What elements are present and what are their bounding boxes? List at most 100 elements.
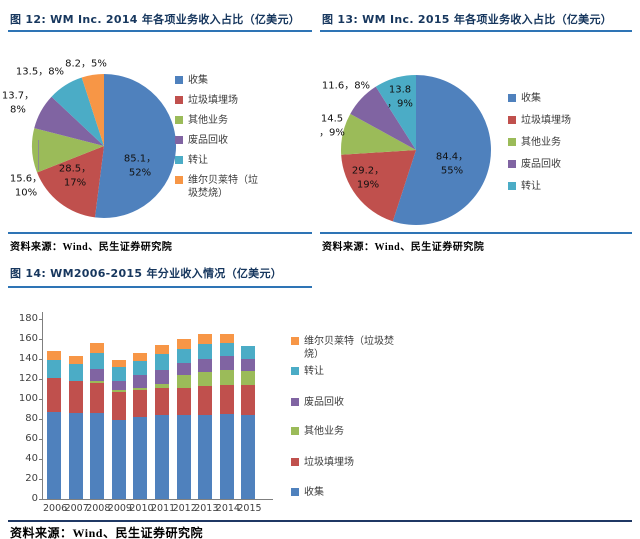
- legend-label: 转让: [304, 366, 324, 377]
- bar-segment-垃圾填埋场: [90, 383, 105, 413]
- bar-segment-转让: [68, 364, 83, 381]
- legend-item: 转让: [291, 365, 431, 378]
- y-tick-mark: [39, 499, 42, 500]
- legend-swatch: [175, 176, 183, 184]
- pie-2014-leader-line: [38, 140, 39, 170]
- pie-slice-废品回收: [34, 96, 104, 146]
- x-tick-label: 2008: [86, 503, 111, 514]
- legend-swatch: [508, 138, 516, 146]
- bar-segment-收集: [176, 415, 191, 499]
- y-tick-mark: [39, 339, 42, 340]
- legend-item: 垃圾填埋场: [508, 114, 628, 127]
- bar-segment-转让: [47, 360, 61, 378]
- bar-segment-收集: [133, 417, 148, 499]
- x-tick-label: 2011: [151, 503, 176, 514]
- y-tick-label: 180: [18, 313, 38, 324]
- legend-label: 垃圾填埋场: [304, 457, 354, 468]
- bar-chart-2006-2015: 0 20 40 60 80 100 120 140 160 180 2006 2007 2008 2009…: [8, 262, 478, 517]
- legend-swatch: [291, 337, 299, 345]
- pie-slice-收集: [94, 74, 177, 219]
- pie-slice-垃圾填埋场: [341, 150, 416, 222]
- bar-segment-维尔贝莱特（垃圾焚烧）: [68, 356, 83, 364]
- legend-item: 转让: [508, 180, 628, 193]
- legend-item: 维尔贝莱特（垃圾焚烧）: [175, 174, 305, 200]
- legend-label: 转让: [188, 155, 208, 166]
- bar-chart-legend: 维尔贝莱特（垃圾焚烧） 转让废品回收其他业务垃圾填埋场收集: [291, 262, 441, 517]
- bar-segment-废品回收: [176, 363, 191, 375]
- figure-12-source-rule: [8, 232, 312, 234]
- legend-item: 其他业务: [175, 114, 305, 127]
- pie-data-label: 29.2， 19%: [351, 165, 385, 191]
- bar-segment-垃圾填埋场: [133, 390, 148, 417]
- bar-segment-收集: [241, 414, 256, 499]
- legend-item: 垃圾填埋场: [175, 94, 305, 107]
- y-tick-label: 100: [18, 393, 38, 404]
- pie-chart-2015: [338, 72, 494, 228]
- pie-slice-收集: [392, 75, 491, 225]
- pie-slice-维尔贝莱特（垃圾焚烧）: [81, 74, 104, 146]
- legend-item: 其他业务: [291, 425, 431, 438]
- legend-label: 收集: [188, 75, 208, 86]
- legend-label: 转让: [521, 181, 541, 192]
- legend-label: 垃圾填埋场: [521, 115, 571, 126]
- bar-segment-废品回收: [241, 359, 256, 371]
- legend-label: 废品回收: [188, 135, 228, 146]
- legend-label: 其他业务: [188, 115, 228, 126]
- y-tick-mark: [39, 419, 42, 420]
- pie-slice-转让: [375, 75, 416, 150]
- figure-13-title-rule: [320, 30, 632, 32]
- bar-segment-收集: [198, 415, 213, 499]
- bar-segment-收集: [47, 412, 61, 499]
- bar-segment-其他业务: [111, 390, 126, 392]
- figure-13-panel: 图 13: WM Inc. 2015 年各项业务收入占比（亿美元） 收集 垃圾填埋…: [319, 8, 632, 256]
- bar-segment-废品回收: [111, 381, 126, 390]
- pie-chart-2014: [29, 71, 179, 221]
- legend-swatch: [175, 136, 183, 144]
- figure-12-title: 图 12: WM Inc. 2014 年各项业务收入占比（亿美元）: [10, 13, 301, 26]
- legend-item: 收集: [175, 74, 305, 87]
- bar-segment-垃圾填埋场: [176, 388, 191, 415]
- pie-2014-svg: [32, 74, 177, 219]
- bar-segment-其他业务: [176, 375, 191, 388]
- pie-data-label: 14.5 ，9%: [319, 113, 345, 139]
- y-tick-mark: [39, 399, 42, 400]
- legend-swatch: [291, 458, 299, 466]
- figure-14-panel: 图 14: WM2006-2015 年分业收入情况（亿美元） 0 20 40 60 80…: [8, 262, 632, 539]
- pie-slice-其他业务: [32, 128, 104, 173]
- legend-swatch: [175, 76, 183, 84]
- figure-14-title: 图 14: WM2006-2015 年分业收入情况（亿美元）: [10, 267, 283, 280]
- bar-segment-维尔贝莱特（垃圾焚烧）: [155, 345, 169, 354]
- pie-2014-legend: 收集垃圾填埋场其他业务废品回收转让维尔贝莱特（垃圾焚烧）: [175, 74, 305, 207]
- legend-swatch: [291, 367, 299, 375]
- bar-segment-转让: [219, 342, 234, 357]
- legend-item: 垃圾填埋场: [291, 456, 431, 469]
- bar-segment-转让: [241, 345, 256, 360]
- legend-label: 垃圾填埋场: [188, 95, 238, 106]
- pie-data-label: 84.4， 55%: [435, 151, 469, 177]
- x-tick-label: 2013: [194, 503, 219, 514]
- legend-item: 废品回收: [291, 396, 431, 409]
- legend-item: 废品回收: [508, 158, 628, 171]
- pie-slice-废品回收: [350, 86, 416, 150]
- pie-data-label: 8.2，5%: [65, 58, 107, 70]
- legend-label: 维尔贝莱特（垃圾焚烧）: [188, 175, 258, 199]
- bar-segment-转让: [111, 367, 126, 381]
- figure-13-source: 资料来源：Wind、民生证券研究院: [322, 242, 485, 253]
- y-tick-label: 0: [31, 493, 38, 504]
- bar-segment-废品回收: [133, 375, 148, 388]
- pie-slice-其他业务: [341, 113, 416, 155]
- legend-swatch: [291, 488, 299, 496]
- legend-swatch: [508, 94, 516, 102]
- legend-swatch: [508, 182, 516, 190]
- legend-label: 收集: [304, 487, 324, 498]
- legend-item: 维尔贝莱特（垃圾焚烧）: [291, 335, 431, 361]
- pie-data-label: 28.5， 17%: [58, 163, 92, 189]
- bar-segment-转让: [133, 361, 148, 375]
- bar-segment-收集: [111, 420, 126, 499]
- bar-segment-收集: [155, 415, 169, 499]
- y-tick-mark: [39, 379, 42, 380]
- bar-segment-维尔贝莱特（垃圾焚烧）: [176, 339, 191, 349]
- bar-segment-垃圾填埋场: [47, 378, 61, 412]
- bar-segment-维尔贝莱特（垃圾焚烧）: [219, 334, 234, 343]
- y-tick-label: 80: [25, 413, 38, 424]
